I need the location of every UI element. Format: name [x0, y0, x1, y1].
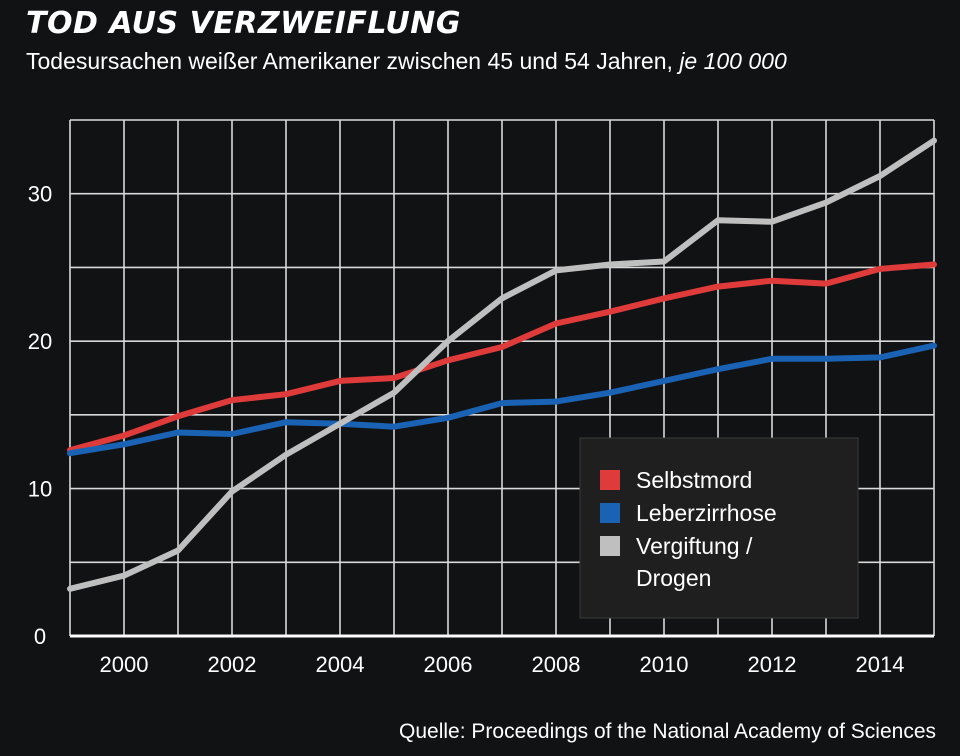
legend-swatch [600, 503, 620, 523]
legend-label: Vergiftung / [636, 533, 753, 559]
x-tick-label: 2002 [208, 652, 257, 677]
x-tick-label: 2012 [748, 652, 797, 677]
series-line-1 [67, 261, 937, 454]
x-axis-ticks: 2000 2002 2004 2006 2008 2010 2012 2014 [100, 652, 905, 677]
x-tick-label: 2008 [532, 652, 581, 677]
y-tick-label: 10 [28, 477, 52, 502]
x-tick-label: 2006 [424, 652, 473, 677]
series-line-3 [67, 137, 937, 592]
x-tick-label: 2004 [316, 652, 365, 677]
legend-label: Drogen [636, 565, 711, 591]
series-line-2 [67, 342, 937, 457]
x-tick-label: 2000 [100, 652, 149, 677]
subtitle-unit: je 100 000 [679, 48, 787, 74]
subtitle-main: Todesursachen weißer Amerikaner zwischen… [26, 48, 680, 74]
series-lines [67, 137, 937, 592]
legend-swatch [600, 470, 620, 490]
legend-label: Selbstmord [636, 467, 752, 493]
legend-box [579, 437, 859, 619]
chart-title: TOD AUS VERZWEIFLUNG [26, 6, 461, 41]
y-axis-ticks: 0 10 20 30 [28, 182, 52, 649]
y-tick-label: 0 [34, 624, 46, 649]
x-tick-label: 2010 [640, 652, 689, 677]
legend-label: Leberzirrhose [636, 500, 777, 526]
x-tick-label: 2014 [856, 652, 905, 677]
legend: Selbstmord Leberzirrhose Vergiftung / Droge… [579, 437, 859, 619]
y-tick-label: 30 [28, 182, 52, 207]
y-tick-label: 20 [28, 329, 52, 354]
source-note: Quelle: Proceedings of the National Acad… [399, 720, 936, 743]
legend-swatch [600, 536, 620, 556]
chart-subtitle: Todesursachen weißer Amerikaner zwischen… [26, 48, 787, 75]
